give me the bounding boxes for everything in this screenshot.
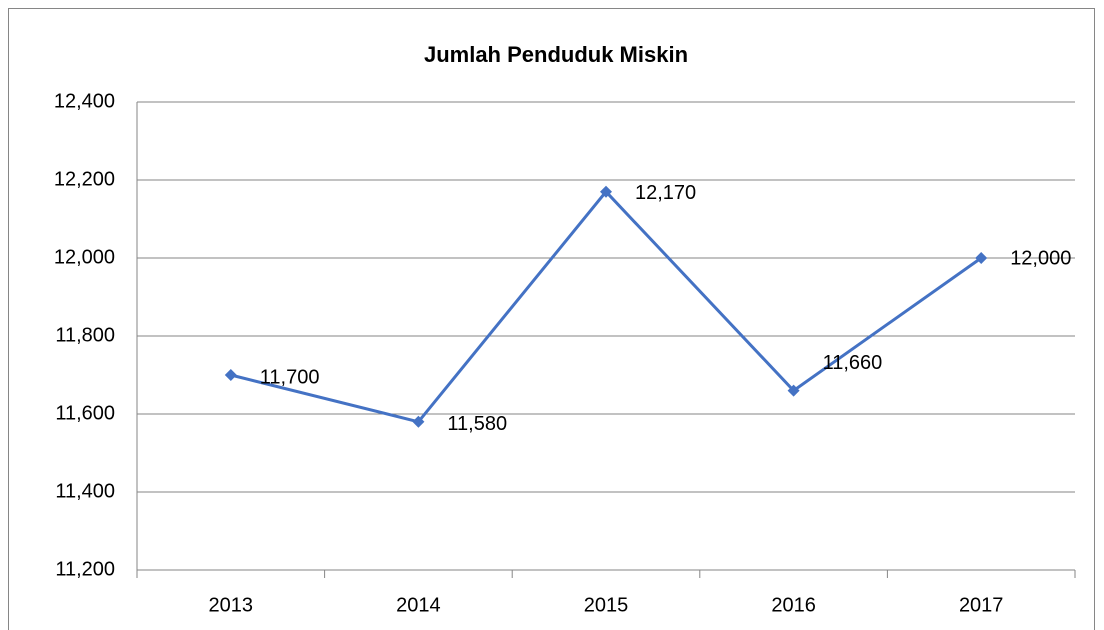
y-tick-label: 12,400 — [54, 90, 115, 112]
x-tick-label: 2016 — [771, 594, 816, 616]
y-tick-label: 11,400 — [55, 480, 115, 502]
marker — [224, 369, 237, 381]
marker — [975, 252, 988, 264]
x-tick-label: 2015 — [584, 594, 629, 616]
y-tick-label: 11,200 — [55, 558, 115, 580]
marker — [412, 415, 425, 428]
data-label: 11,660 — [823, 352, 883, 374]
data-label: 12,170 — [635, 182, 696, 204]
x-tick-label: 2017 — [959, 594, 1004, 616]
chart-title: Jumlah Penduduk Miskin — [424, 42, 688, 67]
x-tick-label: 2013 — [209, 594, 254, 616]
data-label: 11,700 — [260, 366, 320, 388]
data-label: 11,580 — [447, 413, 507, 435]
y-tick-label: 11,800 — [55, 324, 115, 346]
chart-frame — [8, 8, 1095, 630]
marker — [600, 185, 612, 198]
marker — [787, 384, 800, 397]
data-label: 12,000 — [1010, 247, 1071, 269]
y-tick-label: 12,000 — [54, 246, 115, 268]
x-tick-label: 2014 — [396, 594, 441, 616]
y-tick-label: 12,200 — [54, 168, 115, 190]
y-tick-label: 11,600 — [55, 402, 115, 424]
